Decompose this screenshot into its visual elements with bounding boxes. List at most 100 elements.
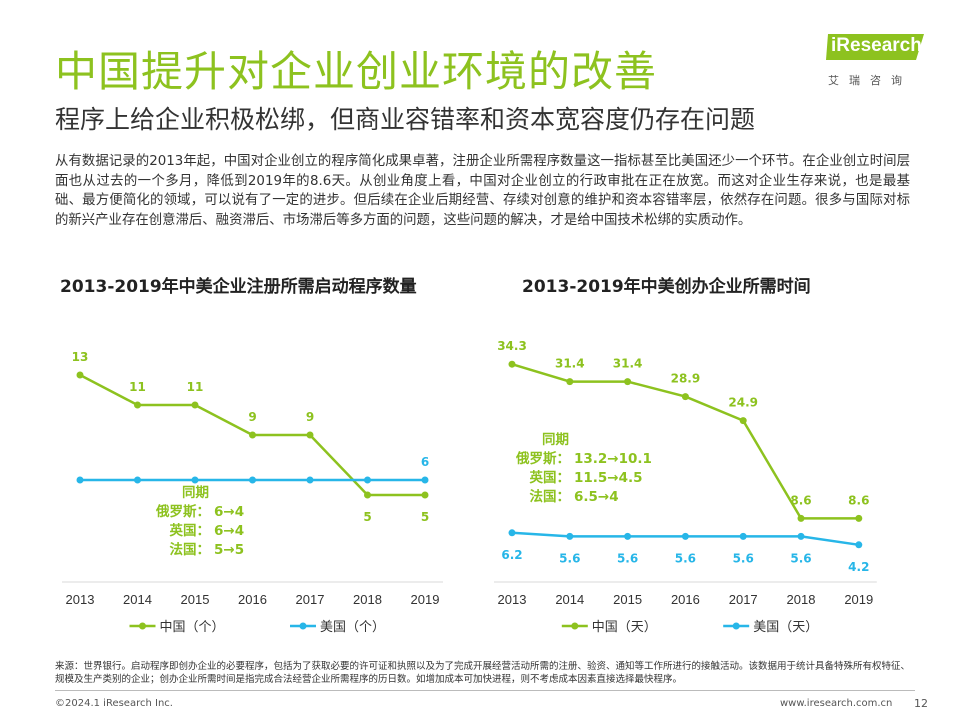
legend-label: 中国（天） (592, 620, 657, 635)
data-label: 5.6 (733, 551, 754, 565)
data-label: 9 (306, 410, 314, 424)
data-point (421, 491, 429, 499)
annotation-heading: 同期 (182, 485, 209, 501)
data-point (421, 476, 429, 484)
x-tick-label: 2019 (844, 592, 873, 607)
data-point (855, 541, 863, 549)
footer-divider (55, 690, 915, 691)
x-tick-label: 2014 (555, 592, 584, 607)
footer-url[interactable]: www.iresearch.com.cn (780, 698, 893, 709)
data-point (191, 476, 199, 484)
footer-copyright: ©2024.1 iResearch Inc. (55, 698, 173, 709)
annotation-country: 法国： (170, 541, 211, 558)
annotation-value: 6→4 (214, 523, 244, 539)
logo-brand-text: iResearch (831, 35, 922, 56)
chart-2-days: 34.3 31.4 31.4 28.9 24.9 8.6 8.6 6.2 5.6 5.6 5.6 5.… (494, 339, 877, 635)
data-point (739, 417, 747, 425)
x-tick-label: 2018 (787, 592, 816, 607)
data-label: 34.3 (497, 339, 527, 353)
data-point (508, 360, 516, 368)
annotation-country: 英国： (529, 469, 571, 486)
x-tick-label: 2015 (613, 592, 642, 607)
data-point (624, 378, 632, 386)
logo-subtitle: 艾瑞咨询 (828, 74, 912, 87)
data-label: 28.9 (671, 372, 701, 386)
x-tick-label: 2016 (671, 592, 700, 607)
x-tick-label: 2016 (238, 592, 267, 607)
data-point (855, 514, 863, 522)
legend-label: 美国（天） (753, 620, 818, 635)
page-number: 12 (914, 697, 928, 710)
data-point (249, 476, 256, 484)
data-point (681, 393, 689, 401)
data-label: 8.6 (790, 493, 811, 507)
data-point (191, 401, 199, 409)
data-label: 24.9 (728, 396, 758, 410)
data-label: 5 (421, 510, 429, 524)
logo-badge-shape (826, 34, 924, 60)
data-point (249, 431, 256, 439)
data-point (508, 529, 516, 537)
data-label: 9 (248, 410, 256, 424)
data-point (797, 514, 805, 522)
legend-swatch-dot (571, 622, 579, 630)
legend-swatch-dot (299, 622, 307, 630)
legend-swatch-dot (732, 622, 740, 630)
data-point (681, 532, 689, 540)
chart-1-title: 2013-2019年中美企业注册所需启动程序数量 (60, 277, 417, 297)
data-label: 5.6 (675, 551, 696, 565)
annotation-value: 6→4 (214, 504, 244, 520)
data-label: 4.2 (848, 560, 869, 574)
data-point (306, 431, 314, 439)
data-label: 6 (421, 455, 429, 469)
annotation-country: 俄罗斯： (515, 450, 570, 467)
data-label: 5.6 (790, 551, 811, 565)
annotation-country: 俄罗斯： (155, 503, 210, 520)
x-tick-label: 2018 (353, 592, 382, 607)
page-subtitle: 程序上给企业积极松绑，但商业容错率和资本宽容度仍存在问题 (55, 105, 756, 134)
data-point (797, 532, 805, 540)
data-label: 11 (129, 380, 146, 394)
data-point (566, 378, 574, 386)
annotation-heading: 同期 (542, 432, 569, 448)
data-point (76, 476, 84, 484)
data-label: 5.6 (559, 551, 580, 565)
annotation-value: 5→5 (214, 542, 244, 558)
x-tick-label: 2017 (296, 592, 325, 607)
data-label: 13 (72, 350, 89, 364)
chart-1-procedures: 13 11 11 9 9 5 5 6 2013 2014 2015 2016 2017 2018 2019 同… (62, 350, 443, 635)
data-point (134, 476, 141, 484)
page-title: 中国提升对企业创业环境的改善 (55, 47, 658, 96)
annotation-value: 13.2→10.1 (574, 451, 652, 467)
x-tick-label: 2019 (411, 592, 440, 607)
x-tick-label: 2017 (729, 592, 758, 607)
x-tick-label: 2014 (123, 592, 152, 607)
footer-source-note: 来源：世界银行。启动程序即创办企业的必要程序，包括为了获取必要的许可证和执照以及… (55, 661, 911, 685)
data-point (566, 532, 574, 540)
data-point (76, 371, 84, 379)
data-point (306, 476, 314, 484)
data-label: 6.2 (501, 548, 522, 562)
legend-label: 美国（个） (320, 620, 385, 635)
data-point (134, 401, 141, 409)
data-point (624, 532, 632, 540)
legend-swatch-dot (139, 622, 146, 630)
data-point (739, 532, 747, 540)
data-label: 5.6 (617, 551, 638, 565)
annotation-value: 6.5→4 (574, 489, 619, 505)
data-label: 5 (363, 510, 371, 524)
iresearch-logo: iResearch 艾瑞咨询 (826, 32, 926, 87)
legend-label: 中国（个） (160, 620, 225, 635)
body-paragraph: 从有数据记录的2013年起，中国对企业创立的程序简化成果卓著，注册企业所需程序数… (55, 154, 910, 228)
x-tick-label: 2013 (66, 592, 95, 607)
data-label: 31.4 (555, 357, 585, 371)
data-point (364, 476, 371, 484)
chart-2-title: 2013-2019年中美创办企业所需时间 (522, 277, 811, 297)
data-label: 31.4 (613, 357, 643, 371)
data-label: 8.6 (848, 493, 869, 507)
x-tick-label: 2015 (181, 592, 210, 607)
x-tick-label: 2013 (498, 592, 527, 607)
annotation-country: 英国： (169, 522, 211, 539)
data-label: 11 (187, 380, 204, 394)
data-point (364, 491, 371, 499)
